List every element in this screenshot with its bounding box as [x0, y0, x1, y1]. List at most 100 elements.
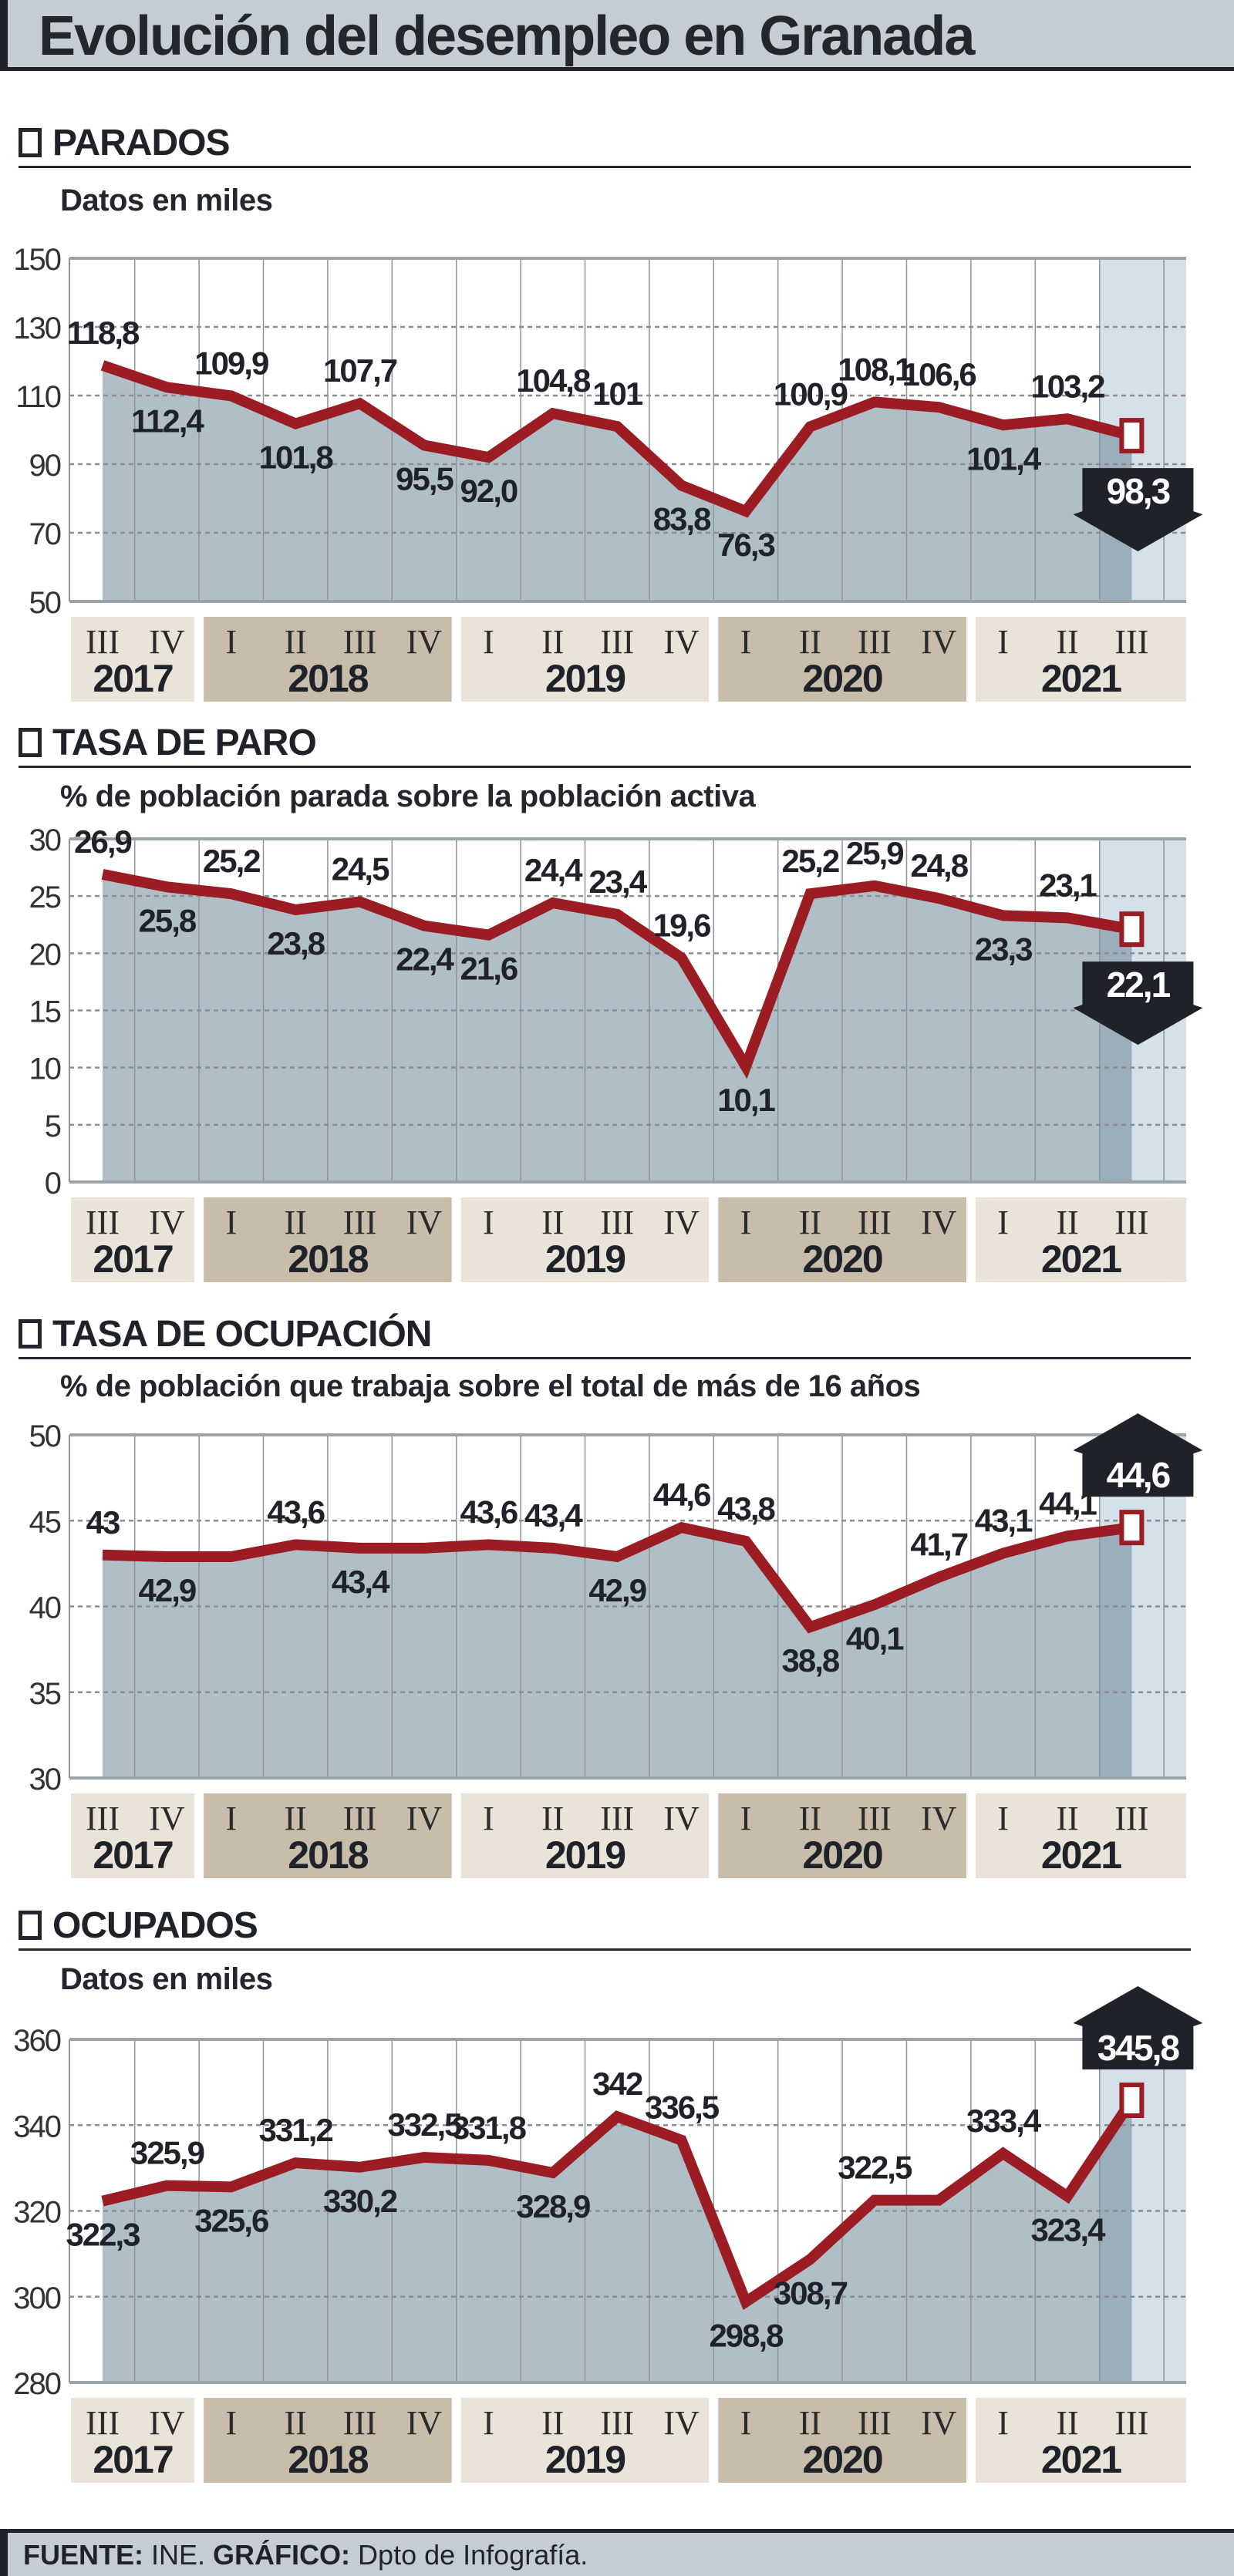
data-label: 44,6 [653, 1477, 710, 1513]
y-tick-label: 45 [29, 1505, 61, 1539]
series-line [101, 2097, 1137, 2311]
graphic-label: GRÁFICO: [213, 2539, 351, 2571]
data-label: 100,9 [774, 375, 848, 412]
data-label: 23,4 [588, 864, 647, 900]
data-label: 109,9 [194, 345, 268, 381]
quarter-label: I [740, 1204, 752, 1241]
data-label: 41,7 [910, 1527, 967, 1563]
section-subtitle: Datos en miles [60, 184, 273, 217]
quarter-label: I [483, 2404, 494, 2442]
data-label: 325,6 [194, 2202, 268, 2238]
year-label: 2017 [93, 1834, 172, 1877]
quarter-label: IV [406, 1800, 443, 1837]
data-label: 38,8 [782, 1642, 840, 1679]
quarter-label: III [600, 1204, 634, 1241]
y-tick-label: 30 [29, 823, 61, 857]
quarter-label: I [225, 1204, 237, 1241]
quarter-label: III [1114, 2404, 1148, 2442]
quarter-label: III [86, 1800, 120, 1837]
year-label: 2020 [802, 2438, 882, 2481]
quarter-label: IV [663, 1204, 700, 1241]
y-tick-label: 35 [29, 1677, 61, 1711]
data-label: 330,2 [323, 2183, 397, 2219]
data-label: 336,5 [645, 2089, 720, 2126]
quarter-label: I [225, 1800, 237, 1837]
data-label: 101,8 [259, 439, 334, 475]
quarter-label: IV [406, 2404, 443, 2442]
year-band [718, 1197, 966, 1282]
quarter-label: II [285, 623, 307, 661]
series-line [100, 360, 1134, 518]
callout-arrow-up-icon [1073, 1413, 1203, 1497]
quarter-label: III [343, 1204, 377, 1241]
data-label: 43,6 [267, 1493, 324, 1530]
title-bar: Evolución del desempleo en Granada [0, 0, 1234, 71]
quarter-label: I [997, 1204, 1009, 1241]
area-fill-last [1099, 2100, 1132, 2382]
year-label: 2019 [545, 1834, 625, 1877]
quarter-label: II [1056, 1800, 1078, 1837]
quarter-label: II [541, 1204, 564, 1241]
area-fill [103, 874, 1132, 1182]
quarter-label: IV [406, 623, 443, 661]
source-text: INE. [151, 2539, 206, 2571]
data-label: 328,9 [516, 2188, 590, 2224]
quarter-label: III [1114, 1800, 1148, 1837]
year-label: 2017 [93, 1237, 172, 1281]
data-label: 25,8 [139, 902, 197, 938]
quarter-label: II [285, 1204, 307, 1241]
data-label: 42,9 [588, 1572, 646, 1608]
data-label: 24,8 [910, 847, 968, 884]
year-label: 2020 [802, 657, 882, 700]
data-label: 308,7 [774, 2275, 848, 2311]
year-band [975, 2398, 1186, 2483]
area-fill [103, 1527, 1132, 1778]
quarter-label: II [541, 623, 564, 661]
y-tick-label: 110 [15, 380, 61, 414]
year-band [460, 1197, 710, 1282]
data-label: 106,6 [902, 356, 976, 392]
footer-credits: FUENTE: INE. GRÁFICO: Dpto de Infografía… [0, 2529, 1234, 2576]
y-tick-label: 320 [13, 2196, 60, 2230]
square-bullet-icon [19, 1911, 42, 1940]
data-label: 25,2 [782, 843, 839, 879]
series-line [102, 1521, 1133, 1634]
source-label: FUENTE: [23, 2539, 143, 2571]
y-tick-label: 300 [13, 2281, 60, 2315]
quarter-label: III [858, 1800, 892, 1837]
year-band [71, 617, 195, 702]
year-band [718, 1793, 966, 1878]
data-label: 83,8 [653, 501, 711, 537]
quarter-label: IV [921, 1204, 957, 1241]
y-tick-label: 150 [13, 243, 60, 277]
y-tick-label: 10 [29, 1052, 61, 1086]
callout-arrow-down-icon [1073, 961, 1203, 1046]
data-label: 43,4 [524, 1497, 583, 1534]
quarter-label: III [343, 623, 377, 661]
quarter-label: III [343, 1800, 377, 1837]
data-label: 101 [592, 375, 643, 412]
quarter-label: I [483, 1204, 494, 1241]
quarter-label: IV [921, 2404, 957, 2442]
quarter-label: IV [149, 2404, 185, 2442]
callout-value: 44,6 [1107, 1455, 1170, 1495]
callout-arrow-up-icon [1073, 1985, 1203, 2069]
year-band [460, 617, 710, 702]
data-label: 331,8 [452, 2110, 527, 2146]
quarter-label: I [483, 623, 494, 661]
y-tick-label: 5 [45, 1110, 61, 1143]
data-label: 108,1 [838, 351, 912, 387]
area-fill [103, 365, 1132, 601]
quarter-label: III [86, 623, 120, 661]
year-band [204, 1197, 452, 1282]
data-label: 342 [592, 2066, 642, 2102]
data-label: 331,2 [259, 2112, 333, 2148]
section-header-parados: PARADOS [19, 120, 1191, 168]
section-title: OCUPADOS [52, 1905, 258, 1946]
quarter-label: IV [149, 623, 185, 661]
data-label: 25,2 [203, 843, 260, 879]
quarter-label: II [799, 1800, 821, 1837]
quarter-label: IV [149, 1204, 185, 1241]
data-label: 332,5 [387, 2106, 462, 2143]
